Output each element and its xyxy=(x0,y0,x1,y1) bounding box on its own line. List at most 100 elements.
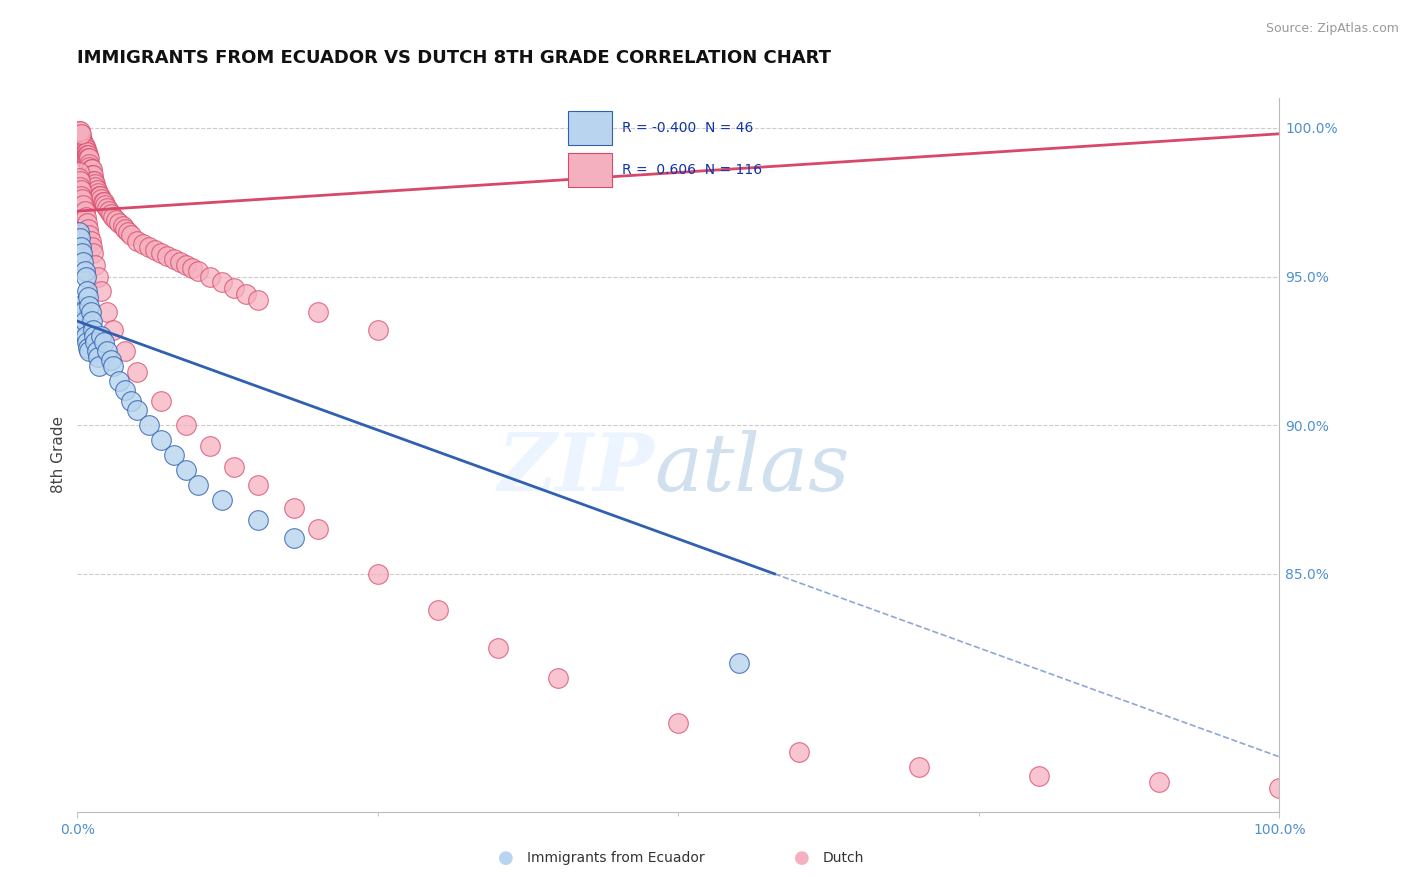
Point xyxy=(120,227,142,242)
Point xyxy=(76,216,98,230)
Point xyxy=(82,323,104,337)
Point xyxy=(73,204,96,219)
Point xyxy=(486,641,509,656)
Point xyxy=(77,147,100,161)
Point xyxy=(138,418,160,433)
Point xyxy=(174,258,197,272)
Point xyxy=(908,760,931,774)
Point xyxy=(235,287,257,301)
Point xyxy=(73,138,96,153)
Point xyxy=(117,225,139,239)
Point xyxy=(67,127,90,141)
Point xyxy=(79,234,101,248)
Point xyxy=(198,269,221,284)
Point xyxy=(77,222,100,236)
Point xyxy=(87,186,110,201)
Point xyxy=(72,145,94,159)
Point xyxy=(162,252,184,266)
Point xyxy=(222,281,245,295)
Point xyxy=(70,192,93,206)
Point xyxy=(103,359,125,373)
Point xyxy=(100,207,122,221)
Point xyxy=(77,151,100,165)
Point xyxy=(69,124,91,138)
Point xyxy=(547,671,569,685)
Point xyxy=(94,198,117,212)
Point xyxy=(246,513,269,527)
Point xyxy=(79,343,101,358)
Point xyxy=(283,531,305,545)
Point xyxy=(70,323,93,337)
Point xyxy=(70,138,93,153)
Point xyxy=(127,234,149,248)
Point xyxy=(150,433,173,447)
Point xyxy=(76,285,98,299)
Point xyxy=(75,151,97,165)
Point xyxy=(67,133,90,147)
Point xyxy=(67,225,90,239)
Point xyxy=(93,195,115,210)
Point xyxy=(77,290,100,304)
Point xyxy=(77,341,100,355)
Text: Immigrants from Ecuador: Immigrants from Ecuador xyxy=(527,851,704,865)
Point xyxy=(70,245,93,260)
Point xyxy=(75,142,97,156)
Point xyxy=(76,334,98,349)
Point xyxy=(668,715,690,730)
Point xyxy=(108,374,131,388)
Text: IMMIGRANTS FROM ECUADOR VS DUTCH 8TH GRADE CORRELATION CHART: IMMIGRANTS FROM ECUADOR VS DUTCH 8TH GRA… xyxy=(77,49,831,67)
Point xyxy=(70,133,93,147)
Point xyxy=(72,305,94,319)
Point xyxy=(787,745,810,759)
Point xyxy=(79,162,101,177)
Point xyxy=(145,243,167,257)
Point xyxy=(87,189,110,203)
Point xyxy=(84,178,107,192)
Point xyxy=(79,151,101,165)
Point xyxy=(96,305,118,319)
Point xyxy=(70,142,93,156)
Point xyxy=(222,459,245,474)
Point xyxy=(73,142,96,156)
Point xyxy=(76,147,98,161)
Point xyxy=(96,343,118,358)
Point xyxy=(79,299,101,313)
Point xyxy=(79,156,101,170)
Point xyxy=(307,522,329,536)
Point xyxy=(80,162,103,177)
Point xyxy=(87,269,110,284)
Point xyxy=(93,334,115,349)
Point xyxy=(90,285,112,299)
Point xyxy=(86,343,108,358)
Point xyxy=(367,566,389,581)
Point xyxy=(70,183,93,197)
Point xyxy=(187,263,209,277)
Point xyxy=(198,439,221,453)
Point xyxy=(83,174,105,188)
Point xyxy=(84,334,107,349)
Point xyxy=(108,216,131,230)
Point xyxy=(90,192,112,206)
Point xyxy=(114,222,136,236)
Point xyxy=(90,329,112,343)
Point xyxy=(70,129,93,144)
Point xyxy=(87,359,110,373)
Point xyxy=(67,171,90,186)
Point xyxy=(67,124,90,138)
Text: Dutch: Dutch xyxy=(823,851,863,865)
Point xyxy=(83,329,105,343)
Point xyxy=(75,329,97,343)
Point xyxy=(69,180,91,194)
Point xyxy=(162,448,184,462)
Point xyxy=(307,305,329,319)
Point xyxy=(69,136,91,150)
Point xyxy=(103,323,125,337)
Point xyxy=(174,463,197,477)
Point xyxy=(89,189,111,203)
Point xyxy=(82,169,104,183)
Point xyxy=(127,365,149,379)
Point xyxy=(96,201,118,215)
Point xyxy=(82,174,104,188)
Point xyxy=(67,299,90,313)
Point xyxy=(73,147,96,161)
